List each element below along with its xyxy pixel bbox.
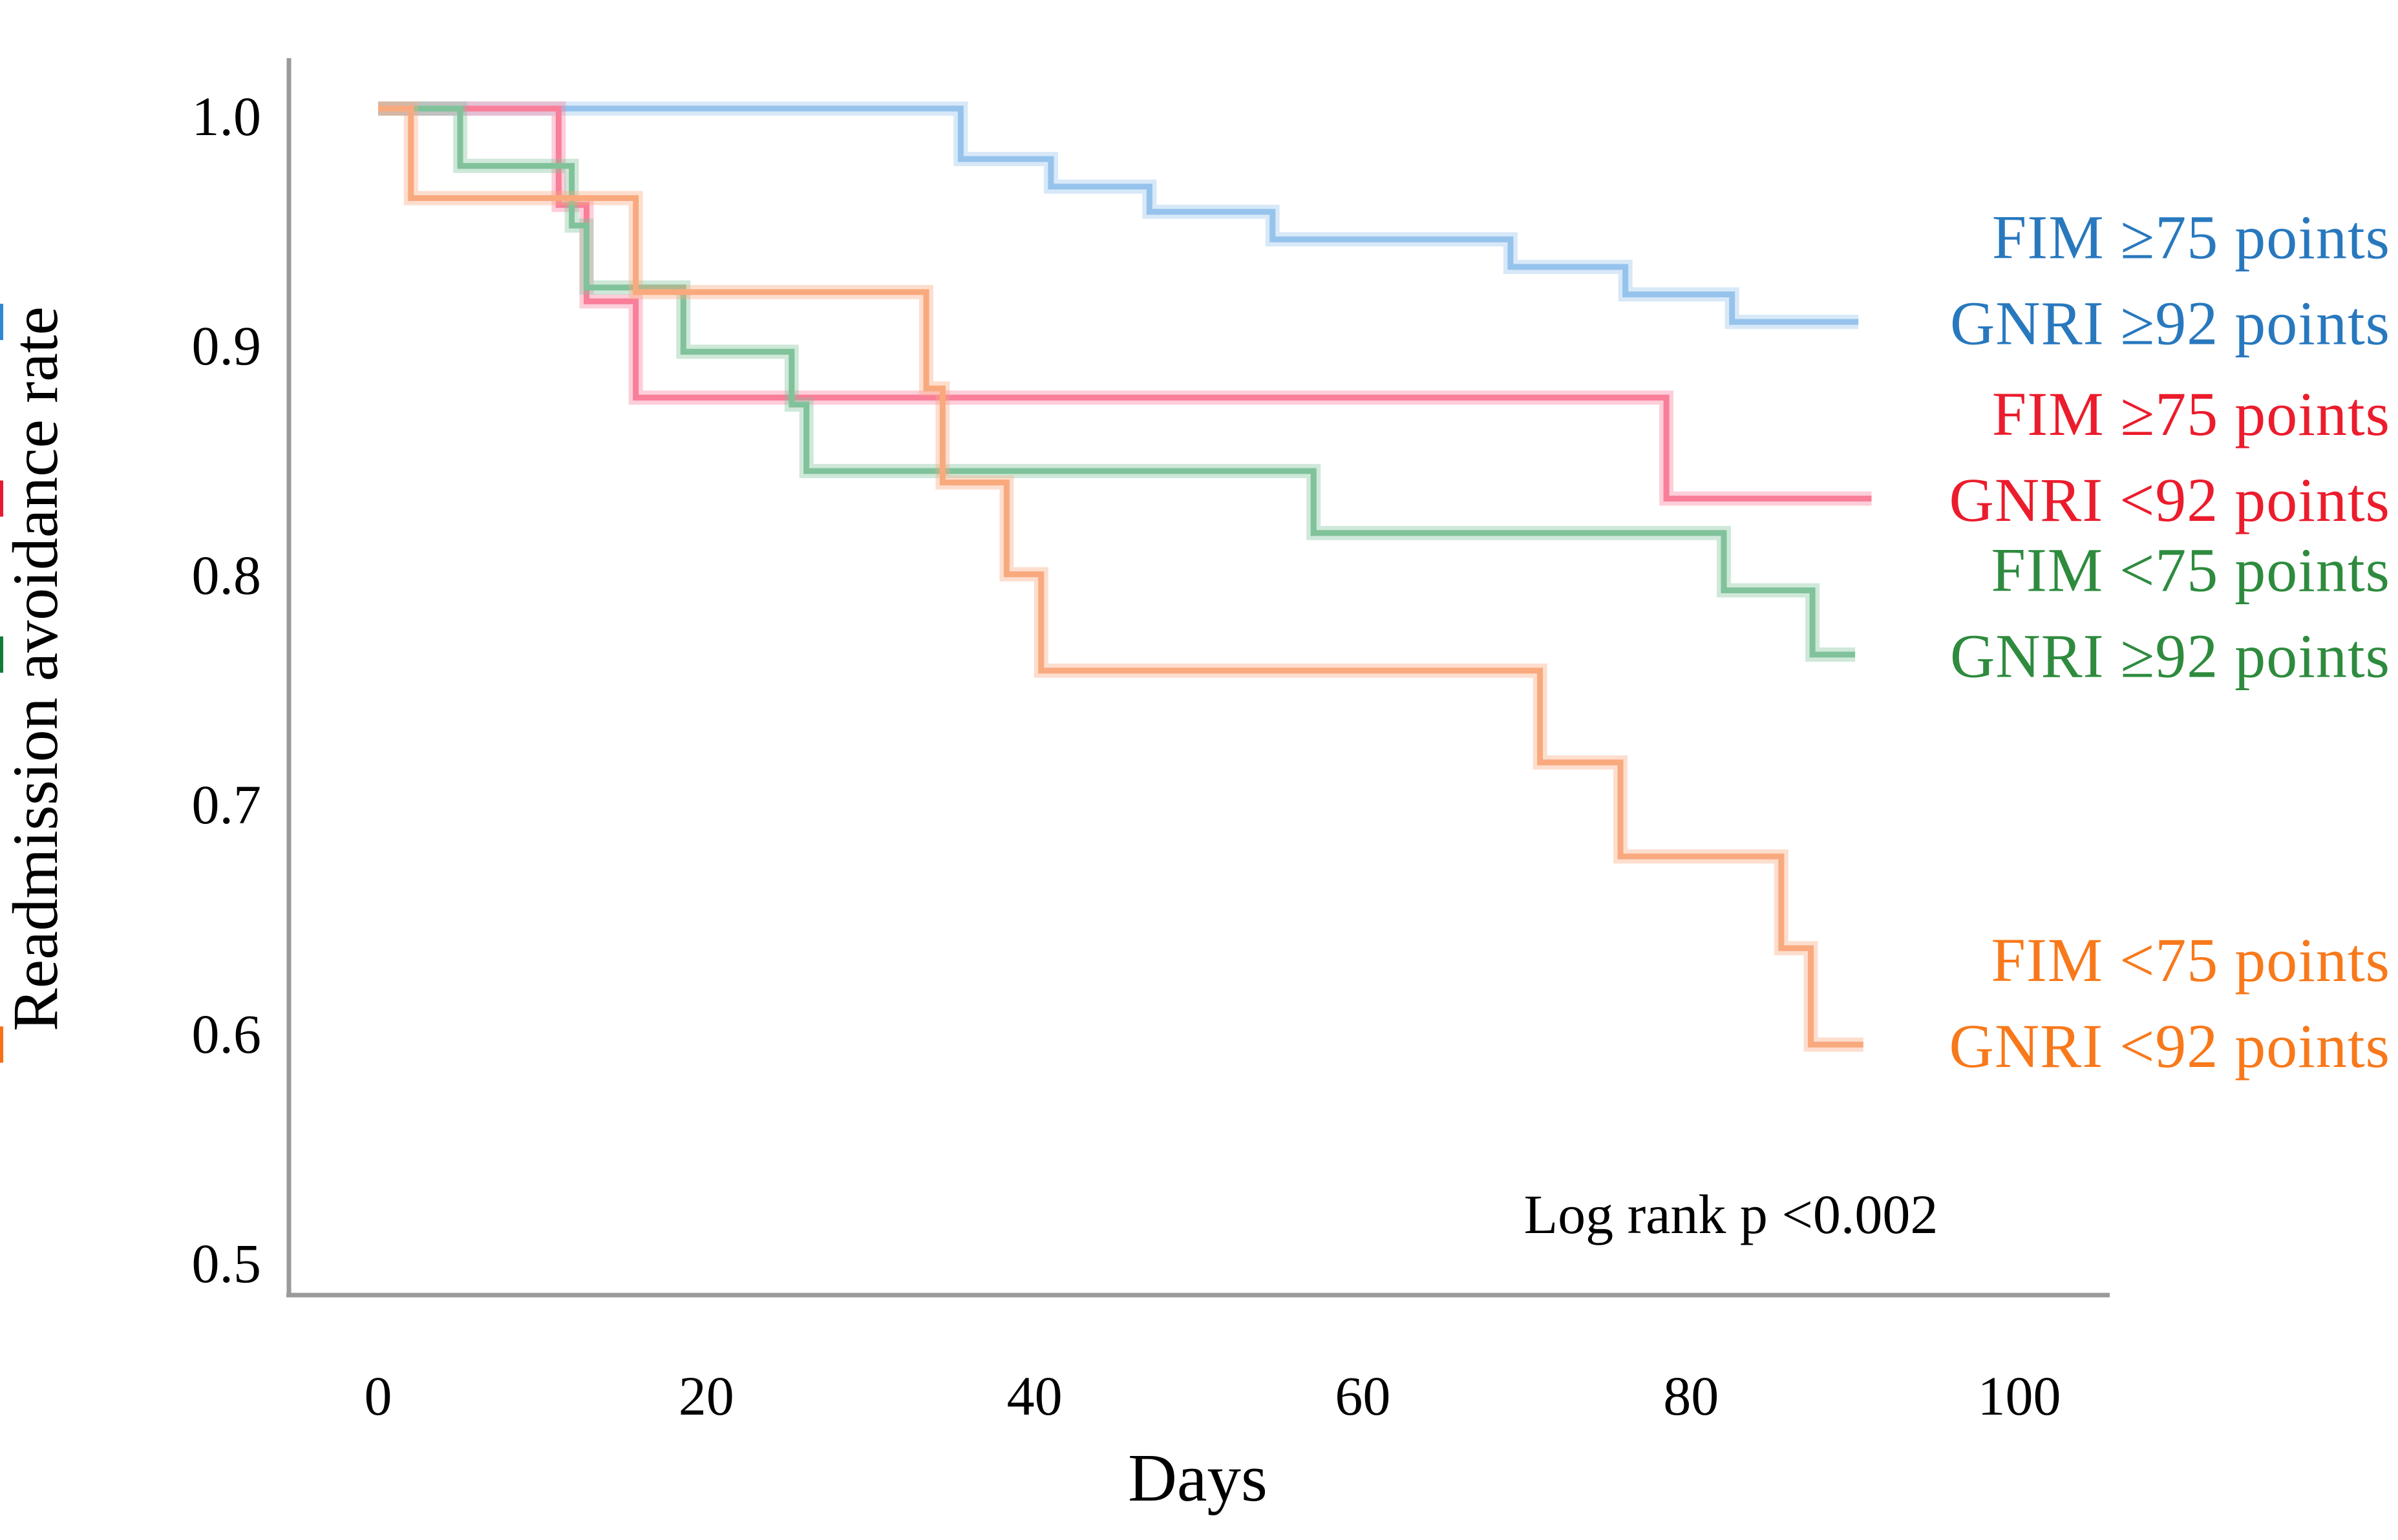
tick-labels-layer: 1.0 0.9 0.8 0.7 0.6 0.5 0 20 40 60 80 100 [192, 85, 2061, 1427]
legend-layer: FIM ≥75 points GNRI ≥92 points FIM ≥75 poi… [1949, 203, 2391, 1081]
y-tick-label: 0.9 [192, 315, 262, 377]
y-tick-label: 0.5 [192, 1232, 262, 1294]
legend-line-fim-ge75-gnri-lt92-1: FIM ≥75 points [1992, 379, 2390, 448]
legend-line-fim-lt75-gnri-lt92-1: FIM <75 points [1991, 925, 2390, 995]
y-tick-label: 0.8 [192, 544, 262, 606]
x-tick-label: 80 [1663, 1365, 1719, 1427]
log-rank-annotation: Log rank p <0.002 [1524, 1183, 1938, 1245]
y-tick-label: 0.6 [192, 1003, 262, 1065]
x-tick-label: 100 [1978, 1365, 2061, 1427]
x-tick-label: 0 [365, 1365, 392, 1427]
x-tick-label: 20 [679, 1365, 734, 1427]
legend-line-fim-ge75-gnri-ge92-1: FIM ≥75 points [1992, 203, 2390, 272]
km-curve-fim-lt75-gnri-lt92 [378, 105, 1863, 1048]
legend-line-fim-lt75-gnri-lt92-2: GNRI <92 points [1949, 1011, 2391, 1081]
km-curve-halo-fim-lt75-gnri-lt92 [378, 101, 1863, 1052]
y-axis-title: Readmission avoidance rate [0, 306, 71, 1031]
x-axis-title: Days [1128, 1440, 1268, 1515]
legend-line-fim-ge75-gnri-ge92-2: GNRI ≥92 points [1950, 289, 2390, 358]
legend-line-fim-lt75-gnri-ge92-1: FIM <75 points [1991, 535, 2390, 604]
x-tick-label: 60 [1335, 1365, 1390, 1427]
km-curve-fim-ge75-gnri-lt92 [378, 105, 1872, 501]
y-tick-label: 1.0 [192, 85, 262, 147]
km-curve-fim-ge75-gnri-ge92 [378, 105, 1859, 325]
y-tick-label: 0.7 [192, 774, 262, 836]
legend-line-fim-ge75-gnri-lt92-2: GNRI <92 points [1949, 465, 2391, 534]
x-tick-label: 40 [1007, 1365, 1063, 1427]
curves-layer [378, 101, 1872, 1052]
km-curve-fim-lt75-gnri-ge92 [378, 105, 1856, 658]
legend-line-fim-lt75-gnri-ge92-2: GNRI ≥92 points [1950, 621, 2390, 690]
